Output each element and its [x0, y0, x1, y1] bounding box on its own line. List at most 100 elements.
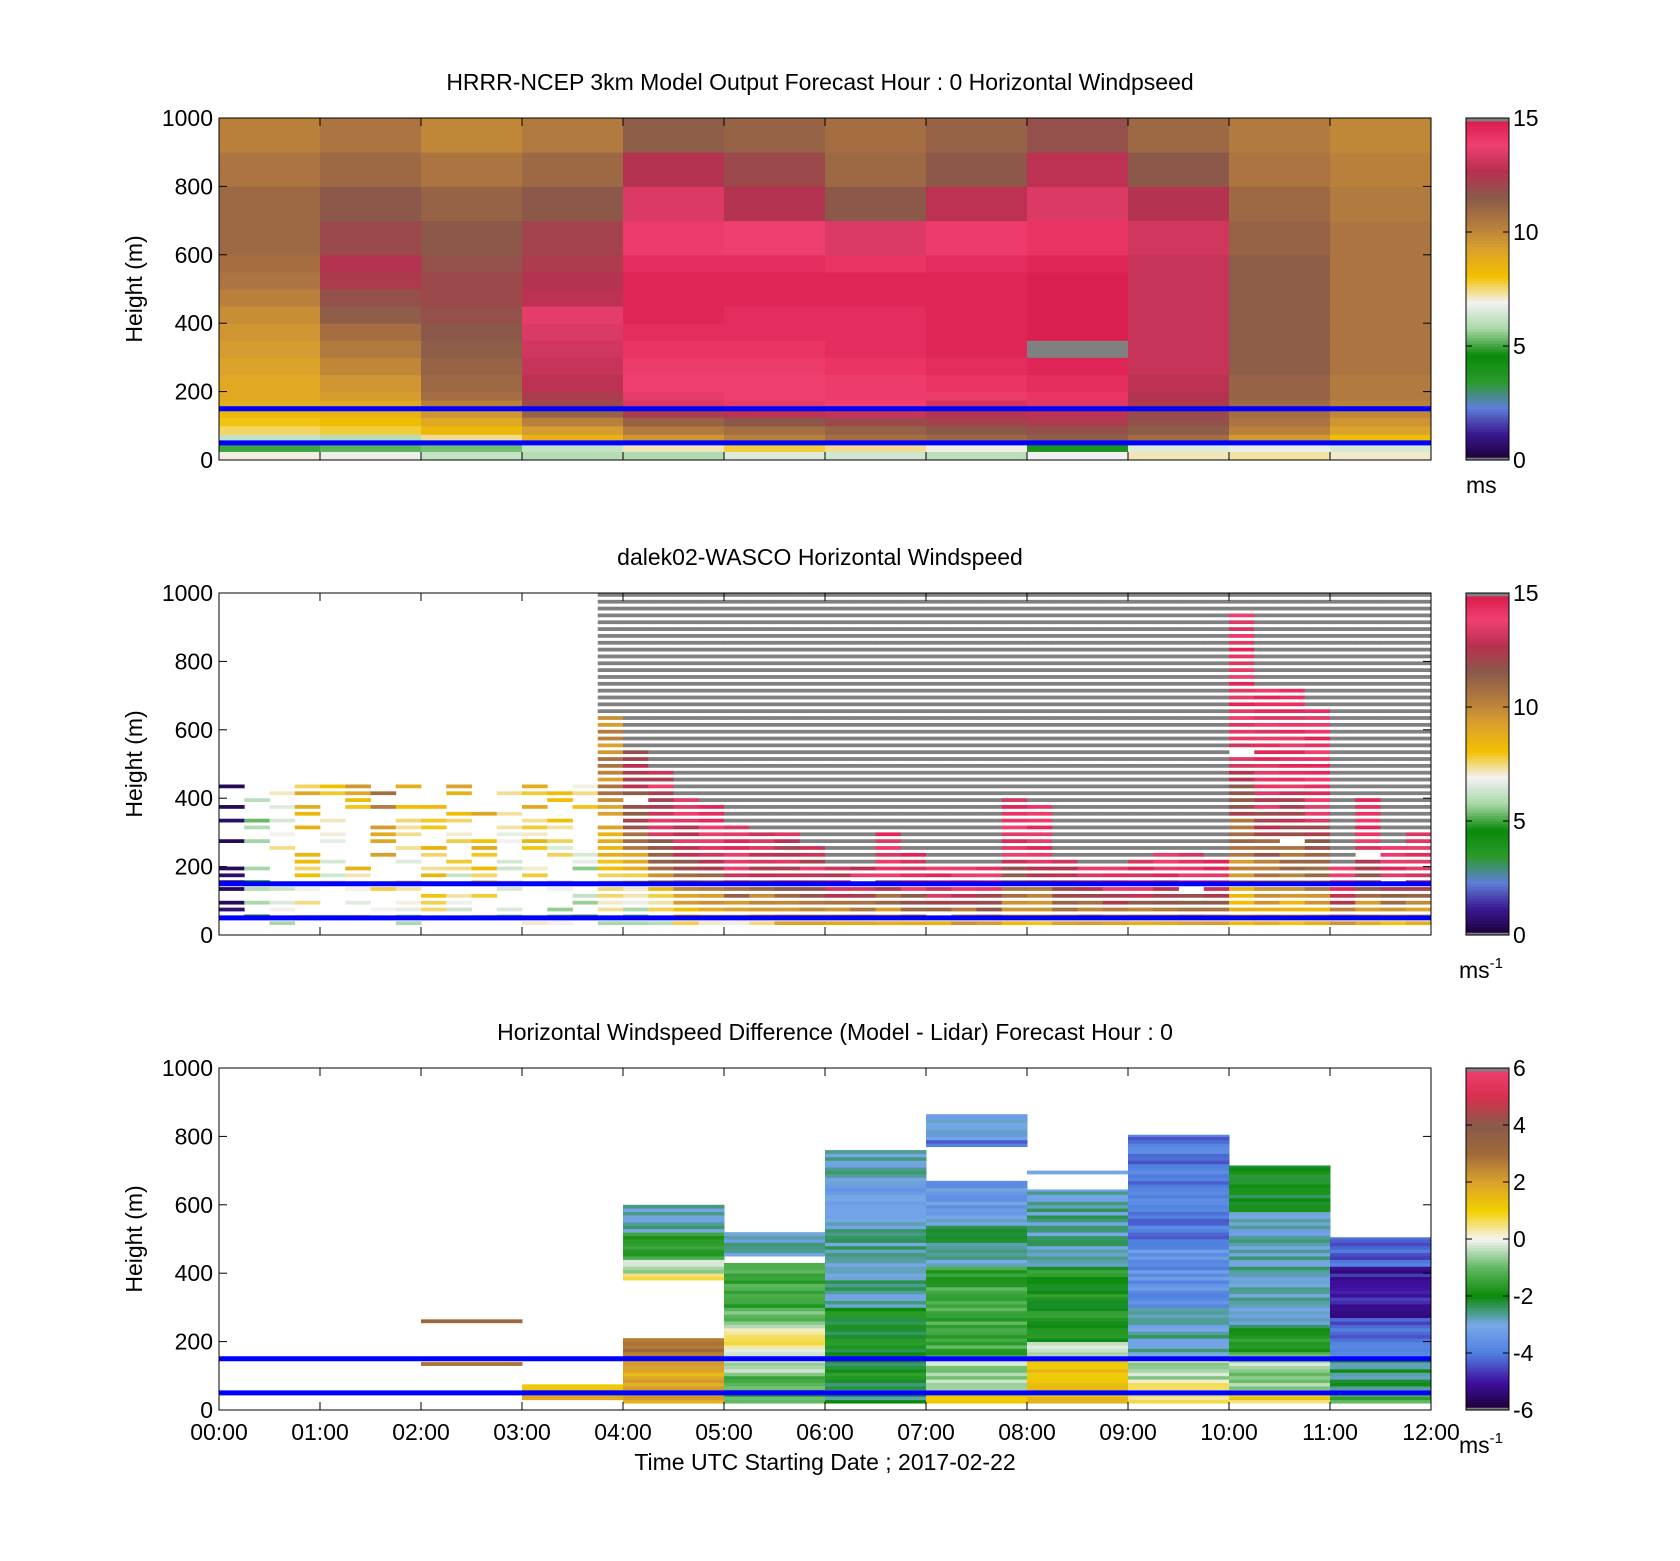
heatmap-cell — [900, 729, 927, 734]
heatmap-cell — [698, 599, 725, 604]
colorbar-swatch — [1466, 186, 1509, 190]
heatmap-cell — [1304, 791, 1331, 796]
heatmap-cell — [724, 1368, 826, 1373]
heatmap-cell — [1128, 640, 1154, 645]
heatmap-cell — [825, 743, 851, 748]
heatmap-cell — [1330, 1239, 1432, 1243]
colorbar-swatch — [1466, 175, 1509, 179]
heatmap-cell — [900, 627, 927, 631]
heatmap-cell — [724, 716, 750, 720]
colorbar-swatch — [1466, 852, 1509, 856]
heatmap-cell — [976, 900, 1003, 905]
heatmap-cell — [825, 323, 927, 341]
heatmap-cell — [1052, 702, 1078, 707]
heatmap-cell — [1077, 777, 1104, 782]
heatmap-cell — [1203, 818, 1230, 823]
colorbar-swatch — [1466, 1338, 1509, 1343]
heatmap-cell — [1380, 675, 1407, 679]
heatmap-cell — [1254, 620, 1280, 625]
heatmap-cell — [724, 289, 826, 307]
heatmap-cell — [1153, 668, 1179, 673]
heatmap-cell — [1102, 661, 1129, 666]
colorbar-swatch — [1466, 397, 1509, 401]
heatmap-cell — [1077, 921, 1104, 926]
heatmap-cell — [1077, 907, 1104, 912]
colorbar-tick-label: 6 — [1513, 1055, 1526, 1081]
heatmap-cell — [698, 805, 725, 809]
heatmap-cell — [951, 716, 977, 720]
heatmap-cell — [1254, 593, 1280, 597]
heatmap-cell — [698, 634, 725, 638]
heatmap-cell — [1279, 709, 1306, 714]
heatmap-cell — [698, 627, 725, 631]
heatmap-cell — [825, 289, 927, 307]
heatmap-cell — [1229, 1211, 1331, 1216]
heatmap-cell — [976, 777, 1003, 782]
heatmap-cell — [1380, 757, 1407, 761]
heatmap-cell — [219, 451, 321, 461]
heatmap-cell — [1027, 613, 1053, 618]
heatmap-cell — [1355, 722, 1381, 727]
heatmap-cell — [496, 907, 523, 912]
heatmap-cell — [724, 791, 750, 796]
heatmap-cell — [724, 893, 750, 898]
heatmap-cell — [1254, 613, 1280, 618]
colorbar-swatch — [1466, 707, 1509, 711]
heatmap-cell — [951, 907, 977, 912]
heatmap-cell — [1355, 729, 1381, 734]
heatmap-cell — [219, 408, 321, 418]
heatmap-cell — [749, 647, 775, 652]
heatmap-cell — [1405, 798, 1432, 802]
heatmap-cell — [597, 675, 624, 679]
colorbar-swatch — [1466, 263, 1509, 267]
colorbar-swatch — [1466, 932, 1509, 936]
heatmap-cell — [749, 620, 775, 625]
heatmap-cell — [1027, 1211, 1129, 1216]
colorbar-swatch — [1466, 880, 1509, 885]
heatmap-cell — [1229, 811, 1255, 816]
heatmap-cell — [926, 846, 952, 850]
colorbar-swatch — [1466, 403, 1509, 407]
heatmap-cell — [1128, 1303, 1230, 1308]
heatmap-cell — [1229, 1283, 1331, 1288]
heatmap-cell — [1128, 1139, 1230, 1144]
heatmap-cell — [421, 873, 447, 878]
heatmap-cell — [951, 736, 977, 741]
heatmap-cell — [446, 784, 472, 789]
heatmap-cell — [623, 1348, 725, 1353]
heatmap-cell — [1027, 866, 1053, 871]
heatmap-cell — [698, 654, 725, 659]
heatmap-cell — [1229, 1386, 1331, 1390]
heatmap-cell — [1229, 357, 1331, 375]
heatmap-cell — [219, 391, 321, 401]
heatmap-cell — [1229, 593, 1255, 597]
colorbar-swatch — [1466, 1372, 1509, 1377]
heatmap-cell — [1229, 220, 1331, 256]
heatmap-cell — [219, 784, 245, 789]
heatmap-cell — [1128, 1156, 1230, 1161]
heatmap-cell — [1027, 152, 1129, 187]
colorbar-swatch — [1466, 624, 1509, 628]
heatmap-cell — [1229, 1307, 1331, 1312]
heatmap-cell — [1027, 1262, 1129, 1267]
heatmap-cell — [244, 887, 270, 891]
heatmap-cell — [1077, 798, 1104, 802]
heatmap-cell — [421, 374, 523, 393]
heatmap-cell — [623, 118, 725, 153]
colorbar-swatch — [1466, 920, 1509, 925]
heatmap-cell — [1027, 770, 1053, 775]
heatmap-cell — [749, 825, 775, 830]
heatmap-cell — [875, 798, 902, 802]
heatmap-cell — [1229, 374, 1331, 393]
heatmap-cell — [1229, 1372, 1331, 1377]
heatmap-cell — [825, 1170, 927, 1175]
heatmap-cell — [623, 695, 649, 700]
heatmap-cell — [724, 1286, 826, 1291]
heatmap-cell — [799, 681, 826, 686]
heatmap-cell — [799, 722, 826, 727]
heatmap-cell — [1052, 743, 1078, 748]
heatmap-cell — [926, 764, 952, 768]
heatmap-cell — [825, 1197, 927, 1202]
heatmap-cell — [1052, 866, 1078, 871]
